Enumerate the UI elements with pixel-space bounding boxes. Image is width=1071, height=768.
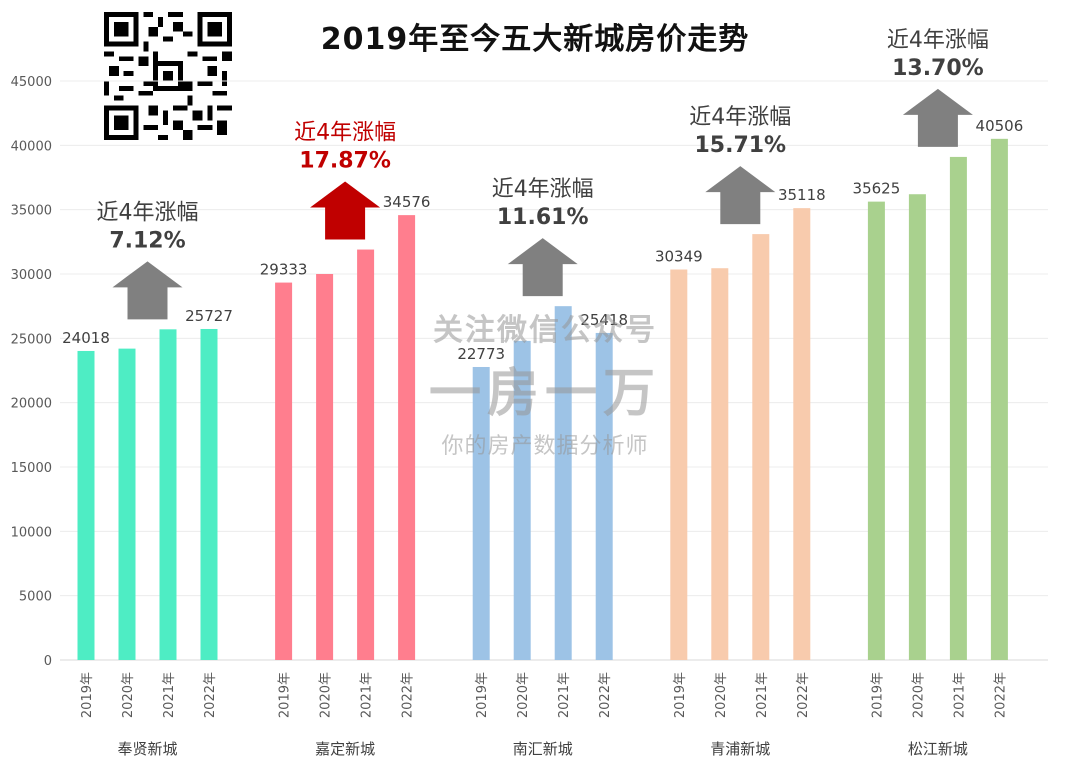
x-tick-label: 2022年 [796, 672, 811, 718]
x-tick-label: 2021年 [162, 672, 177, 718]
bar [990, 138, 1008, 660]
growth-label: 近4年涨幅 [97, 200, 199, 225]
growth-label: 近4年涨幅 [887, 28, 989, 53]
bar [670, 269, 688, 660]
up-arrow-icon [705, 166, 776, 225]
growth-value: 13.70% [892, 56, 984, 81]
x-tick-label: 2019年 [80, 672, 95, 718]
y-tick-label: 25000 [11, 332, 52, 347]
x-tick-label: 2021年 [755, 672, 770, 718]
bar [316, 274, 334, 660]
growth-label: 近4年涨幅 [294, 121, 396, 146]
bar [908, 194, 926, 660]
growth-label: 近4年涨幅 [689, 105, 791, 130]
bar [554, 306, 572, 660]
y-tick-label: 15000 [11, 461, 52, 476]
growth-value: 17.87% [299, 149, 391, 174]
y-tick-label: 5000 [19, 590, 52, 605]
x-tick-label: 2020年 [121, 672, 136, 718]
bar [472, 366, 490, 660]
up-arrow-icon [507, 238, 578, 297]
x-tick-label: 2019年 [870, 672, 885, 718]
bar [513, 340, 531, 660]
x-tick-label: 2019年 [278, 672, 293, 718]
category-label: 嘉定新城 [315, 740, 375, 758]
data-label: 35118 [778, 186, 826, 204]
y-tick-label: 20000 [11, 397, 52, 412]
category-label: 南汇新城 [513, 740, 573, 758]
category-label: 奉贤新城 [117, 740, 177, 758]
x-tick-label: 2019年 [673, 672, 688, 718]
y-tick-label: 10000 [11, 525, 52, 540]
data-label: 30349 [655, 248, 703, 266]
data-label: 35625 [853, 180, 901, 198]
x-tick-label: 2021年 [952, 672, 967, 718]
up-arrow-icon [112, 261, 183, 320]
growth-label: 近4年涨幅 [492, 177, 594, 202]
data-label: 25727 [185, 307, 233, 325]
growth-value: 7.12% [109, 228, 185, 253]
category-label: 松江新城 [908, 740, 968, 758]
data-label: 29333 [260, 261, 308, 279]
y-tick-label: 45000 [11, 75, 52, 90]
x-tick-label: 2022年 [401, 672, 416, 718]
y-tick-label: 0 [44, 654, 52, 669]
y-tick-label: 30000 [11, 268, 52, 283]
bar [595, 332, 613, 660]
bar [77, 350, 95, 660]
bar [200, 328, 218, 660]
growth-value: 11.61% [497, 205, 589, 230]
bar [398, 215, 416, 660]
up-arrow-icon [310, 181, 381, 240]
x-tick-label: 2020年 [319, 672, 334, 718]
qr-code-icon [104, 12, 232, 140]
x-tick-label: 2020年 [714, 672, 729, 718]
growth-value: 15.71% [694, 133, 786, 158]
x-tick-label: 2019年 [475, 672, 490, 718]
data-label: 24018 [62, 329, 110, 347]
chart-title: 2019年至今五大新城房价走势 [320, 22, 750, 57]
bar [118, 348, 136, 660]
y-tick-label: 40000 [11, 139, 52, 154]
data-label: 40506 [976, 117, 1024, 135]
category-label: 青浦新城 [710, 740, 770, 758]
x-tick-label: 2022年 [203, 672, 218, 718]
data-label: 34576 [383, 193, 431, 211]
y-tick-label: 35000 [11, 204, 52, 219]
data-label: 25418 [580, 311, 628, 329]
bar [159, 329, 177, 660]
bar [949, 156, 967, 660]
x-tick-label: 2022年 [598, 672, 613, 718]
bar [275, 282, 293, 660]
bar [867, 201, 885, 660]
data-label: 22773 [457, 345, 505, 363]
x-tick-label: 2020年 [911, 672, 926, 718]
x-tick-label: 2020年 [516, 672, 531, 718]
x-tick-label: 2021年 [360, 672, 375, 718]
bar [357, 249, 375, 660]
up-arrow-icon [902, 88, 973, 147]
bar [752, 234, 770, 660]
x-tick-label: 2021年 [557, 672, 572, 718]
bar [793, 208, 811, 660]
bar [711, 268, 729, 660]
x-tick-label: 2022年 [993, 672, 1008, 718]
